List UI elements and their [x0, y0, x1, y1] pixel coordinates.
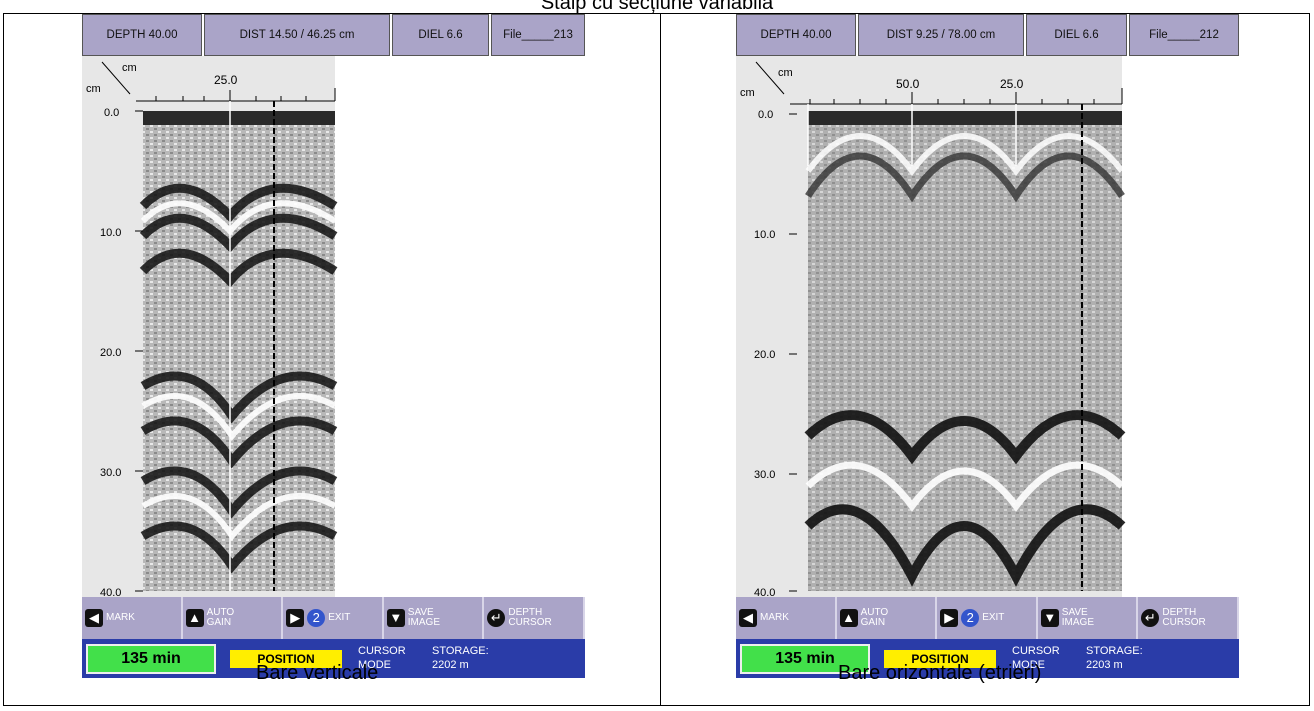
panel-divider [660, 13, 661, 706]
mark-button[interactable]: ◀ MARK [82, 597, 183, 639]
figure-frame [3, 13, 1310, 706]
save-image-button[interactable]: ▼ SAVE IMAGE [384, 597, 485, 639]
radar-panel-left: DEPTH 40.00 DIST 14.50 / 46.25 cm DIEL 6… [82, 14, 585, 678]
auto-gain-button[interactable]: ▲ AUTO GAIN [183, 597, 284, 639]
dist-readout: DIST 14.50 / 46.25 cm [204, 14, 390, 56]
function-buttons: ◀ MARK ▲ AUTO GAIN ▶ 2 EXIT ▼ SAVE IMAGE ↵ DEPTH… [736, 597, 1239, 639]
y-tick-label: 30.0 [754, 469, 775, 481]
corner-diagonal [101, 61, 131, 95]
x-ticks [155, 88, 336, 101]
radargram-screen: cm cm 50.0 25.0 0.0 10.0 20.0 30.0 40.0 [736, 56, 1239, 606]
depth-readout: DEPTH 40.00 [736, 14, 856, 56]
figure-title: Stâlp cu secțiune variabilă [540, 0, 774, 14]
cursor-mode: CURSOR MODE [358, 644, 406, 671]
y-tick-label: 30.0 [100, 467, 121, 479]
enter-icon: ↵ [1141, 609, 1160, 627]
arrow-down-icon: ▼ [386, 609, 405, 627]
blank-area [1122, 56, 1239, 606]
radargram-svg: cm cm 50.0 25.0 0.0 10.0 20.0 30.0 40.0 [740, 61, 1126, 599]
blank-area [335, 56, 585, 606]
arrow-right-icon: ▶ [940, 609, 959, 627]
y-tick-label: 10.0 [100, 227, 121, 239]
radargram-svg: cm cm 25.0 0.0 10.0 20.0 30.0 40.0 [86, 61, 338, 599]
save-image-button[interactable]: ▼ SAVE IMAGE [1038, 597, 1139, 639]
x-unit-label: cm [778, 67, 793, 79]
cursor-mode: CURSOR MODE [1012, 644, 1060, 671]
hyperbolas [805, 152, 1125, 203]
battery-time: 135 min [740, 643, 870, 674]
file-readout: File_____213 [491, 14, 585, 56]
position-indicator: POSITION [884, 649, 996, 668]
surface-band [143, 111, 335, 125]
scan-area [808, 111, 1122, 591]
y-unit-label: cm [86, 83, 101, 95]
x-tick-label: 25.0 [1000, 77, 1024, 91]
radargram-screen: cm cm 25.0 0.0 10.0 20.0 30.0 40.0 [82, 56, 585, 606]
y-tick-label: 10.0 [754, 229, 775, 241]
depth-readout: DEPTH 40.00 [82, 14, 202, 56]
status-bar: 135 min POSITION CURSOR MODE STORAGE: 2202… [82, 639, 585, 678]
header-bar: DEPTH 40.00 DIST 14.50 / 46.25 cm DIEL 6… [82, 14, 585, 56]
y-unit-label: cm [740, 87, 755, 99]
arrow-down-icon: ▼ [1040, 609, 1059, 627]
x-ticks [809, 88, 1123, 104]
dist-readout: DIST 9.25 / 78.00 cm [858, 14, 1024, 56]
depth-cursor-button[interactable]: ↵ DEPTH CURSOR [1138, 597, 1239, 639]
status-bar: 135 min POSITION CURSOR MODE STORAGE: 2203… [736, 639, 1239, 678]
header-bar: DEPTH 40.00 DIST 9.25 / 78.00 cm DIEL 6.… [736, 14, 1239, 56]
depth-cursor-button[interactable]: ↵ DEPTH CURSOR [484, 597, 585, 639]
globe-icon: 2 [961, 609, 980, 627]
arrow-up-icon: ▲ [839, 609, 858, 627]
arrow-up-icon: ▲ [185, 609, 204, 627]
arrow-left-icon: ◀ [739, 609, 757, 627]
battery-time: 135 min [86, 643, 216, 674]
globe-icon: 2 [307, 609, 326, 627]
exit-button[interactable]: ▶ 2 EXIT [937, 597, 1038, 639]
caption-right: Bare orizontale (etrieri) [838, 662, 1042, 684]
radar-panel-right: DEPTH 40.00 DIST 9.25 / 78.00 cm DIEL 6.… [736, 14, 1239, 678]
arrow-left-icon: ◀ [85, 609, 103, 627]
function-buttons: ◀ MARK ▲ AUTO GAIN ▶ 2 EXIT ▼ SAVE IMAGE ↵ DEPTH… [82, 597, 585, 639]
diel-readout: DIEL 6.6 [1026, 14, 1127, 56]
y-ticks [135, 110, 143, 592]
enter-icon: ↵ [487, 609, 506, 627]
surface-band [808, 111, 1122, 125]
y-tick-label: 20.0 [754, 349, 775, 361]
y-tick-label: 20.0 [100, 347, 121, 359]
x-unit-label: cm [122, 62, 137, 74]
y-tick-label: 0.0 [104, 107, 119, 119]
position-indicator: POSITION [230, 649, 342, 668]
storage-readout: STORAGE: 2203 m [1086, 644, 1143, 671]
y-ticks [789, 113, 797, 592]
arrow-right-icon: ▶ [286, 609, 305, 627]
mark-button[interactable]: ◀ MARK [736, 597, 837, 639]
auto-gain-button[interactable]: ▲ AUTO GAIN [837, 597, 938, 639]
corner-diagonal [755, 61, 785, 95]
file-readout: File_____212 [1129, 14, 1239, 56]
x-tick-label: 50.0 [896, 77, 920, 91]
caption-left: Bare verticale [256, 662, 379, 684]
y-tick-label: 40.0 [100, 587, 121, 599]
storage-readout: STORAGE: 2202 m [432, 644, 489, 671]
diel-readout: DIEL 6.6 [392, 14, 489, 56]
y-tick-label: 40.0 [754, 587, 775, 599]
exit-button[interactable]: ▶ 2 EXIT [283, 597, 384, 639]
x-tick-label: 25.0 [214, 73, 238, 87]
scan-area [143, 111, 335, 591]
y-tick-label: 0.0 [758, 109, 773, 121]
